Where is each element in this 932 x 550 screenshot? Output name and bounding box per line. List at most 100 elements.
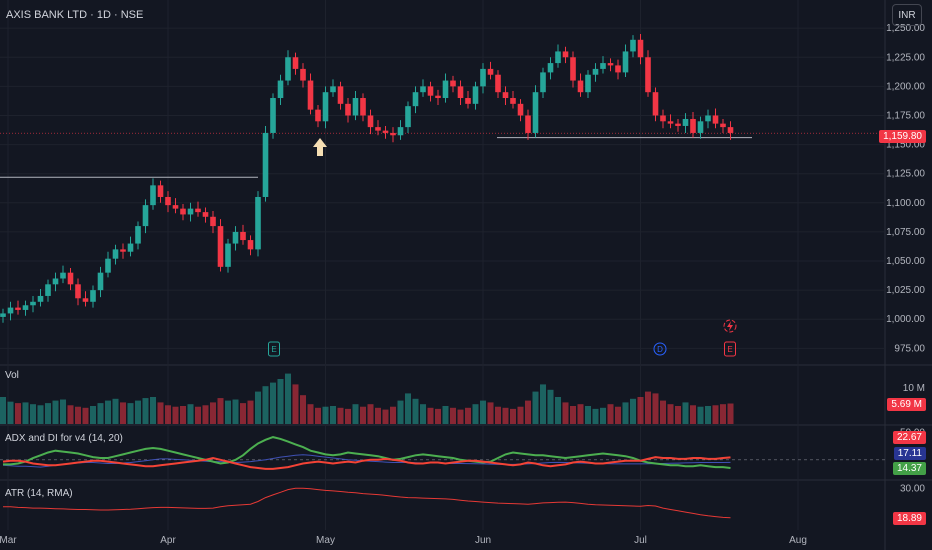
volume-bar	[97, 403, 104, 424]
volume-bar	[420, 404, 426, 424]
candle-body	[120, 249, 126, 252]
candle-body	[465, 98, 471, 104]
indicator-lines	[0, 436, 885, 519]
volume-bar	[67, 405, 74, 424]
candle-body	[615, 65, 621, 73]
volume-pane-title[interactable]: Vol	[5, 370, 19, 381]
currency-button[interactable]: INR	[892, 4, 922, 26]
volume-bar	[232, 399, 239, 424]
volume-bar	[300, 395, 306, 424]
atr-pane-title[interactable]: ATR (14, RMA)	[5, 488, 73, 499]
volume-bar	[330, 406, 336, 424]
volume-bar	[75, 406, 81, 424]
candle-body	[622, 51, 629, 73]
candle-body	[360, 98, 366, 116]
volume-bar	[150, 397, 156, 424]
candle-body	[375, 127, 381, 131]
volume-bar	[570, 406, 576, 424]
candle-body	[600, 63, 606, 69]
candle-body	[510, 98, 516, 104]
volume-bar	[637, 397, 644, 424]
candle-body	[7, 307, 14, 314]
candle-body	[562, 51, 569, 58]
volume-bar	[217, 398, 224, 424]
flash-icon	[723, 319, 737, 333]
candle-body	[315, 109, 321, 122]
x-tick-label: Mar	[0, 535, 17, 546]
candle-body	[727, 127, 734, 133]
volume-bar	[457, 409, 464, 424]
earnings-box	[724, 341, 736, 357]
candle-body	[577, 80, 584, 93]
candle-body	[0, 313, 6, 317]
volume-bar	[165, 405, 171, 424]
candle-body	[15, 307, 21, 310]
candle-body	[637, 39, 644, 58]
volume-bar	[277, 379, 284, 424]
candle-body	[427, 86, 434, 96]
volume-bar	[450, 407, 456, 424]
up-arrow-icon	[313, 138, 327, 156]
candle-body	[30, 301, 36, 306]
last-price-badge: 1,159.80	[879, 130, 926, 143]
volume-bar	[322, 406, 329, 424]
volume-bar	[285, 373, 291, 424]
minus-di-badge: 22.67	[892, 431, 926, 444]
x-tick-label: May	[316, 535, 335, 546]
marker-letter: E	[727, 345, 732, 354]
volume-bar	[510, 408, 516, 424]
candle-body	[195, 208, 201, 213]
candle-body	[607, 63, 614, 66]
candle-body	[37, 295, 44, 302]
candle-body	[90, 290, 96, 302]
volume-bar	[525, 400, 531, 424]
volume-bar	[472, 404, 479, 424]
candle-body	[60, 272, 66, 279]
candle-body	[585, 74, 591, 93]
adx-pane-title[interactable]: ADX and DI for v4 (14, 20)	[5, 433, 123, 444]
candle-body	[217, 226, 224, 267]
candle-body	[487, 68, 494, 75]
plus-di-badge: 14.37	[892, 462, 926, 475]
candle-body	[142, 205, 149, 227]
candle-body	[660, 115, 666, 122]
candle-body	[555, 51, 561, 64]
flash-icon-bolt	[727, 321, 733, 331]
volume-bar	[157, 402, 164, 424]
earnings-marker: E	[724, 341, 736, 357]
volume-bar	[352, 404, 359, 424]
volume-bar	[697, 406, 704, 424]
dividend-circle	[653, 342, 667, 356]
volume-bar	[577, 404, 584, 424]
volume-bar	[22, 402, 29, 424]
volume-bar	[517, 406, 524, 424]
volume-bar	[135, 400, 141, 424]
volume-bar	[30, 404, 36, 424]
candle-body	[232, 231, 239, 244]
candle-body	[322, 92, 329, 122]
y-tick-label: 1,025.00	[886, 285, 925, 296]
volume-bar	[592, 408, 599, 424]
candle-body	[532, 92, 539, 133]
volume-bar	[630, 398, 636, 424]
volume-bar	[660, 400, 666, 424]
volume-bar	[682, 402, 689, 424]
candle-body	[435, 95, 441, 99]
atr-line	[3, 487, 731, 519]
candle-body	[270, 98, 276, 133]
marker-letter: D	[657, 345, 663, 354]
candle-body	[675, 123, 681, 126]
candle-body	[105, 258, 111, 273]
volume-bar	[540, 384, 546, 424]
volume-bar	[247, 400, 254, 424]
candle-body	[52, 278, 59, 285]
y-tick-label: 1,075.00	[886, 227, 925, 238]
candle-body	[667, 121, 674, 124]
y-tick-label: 1,200.00	[886, 81, 925, 92]
y-tick-label: 1,175.00	[886, 110, 925, 121]
y-tick-label: 1,150.00	[886, 140, 925, 151]
candle-body	[517, 103, 524, 116]
symbol-title[interactable]: AXIS BANK LTD · 1D · NSE	[6, 9, 144, 21]
